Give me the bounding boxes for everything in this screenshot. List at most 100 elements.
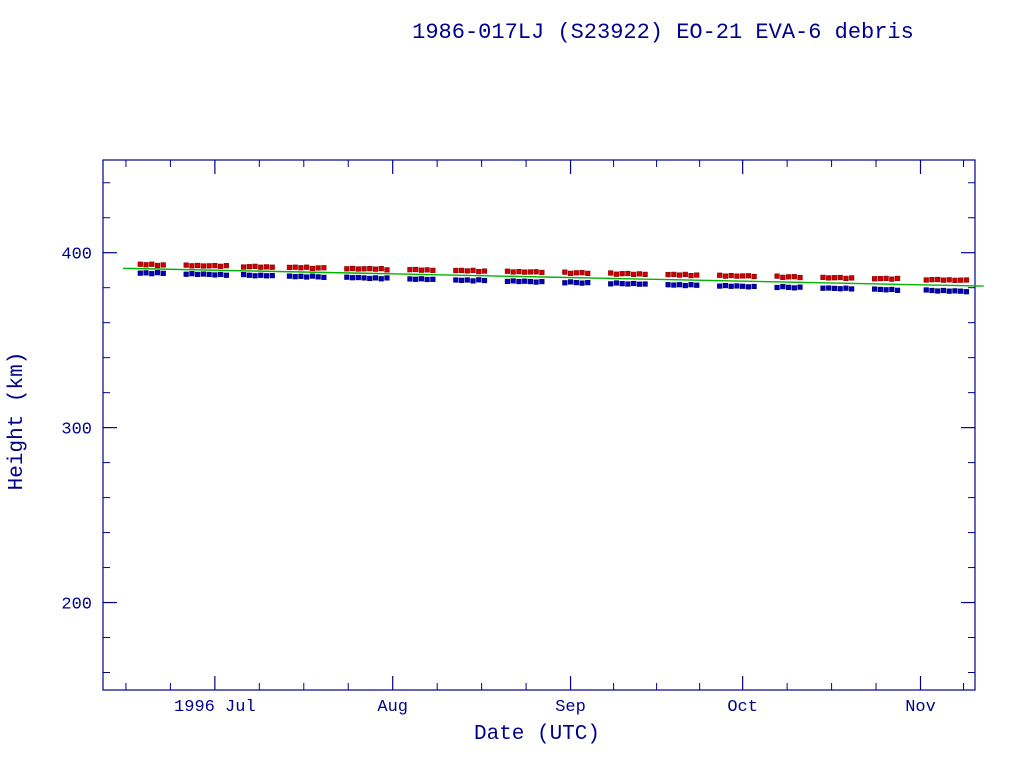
perigee-marker — [424, 276, 430, 283]
apogee-marker — [676, 272, 683, 278]
perigee-marker — [567, 279, 574, 285]
apogee-marker — [189, 263, 195, 269]
perigee-marker — [682, 282, 688, 289]
apogee-marker — [952, 277, 958, 283]
apogee-marker — [826, 275, 832, 281]
perigee-marker — [963, 289, 969, 295]
apogee-marker — [963, 277, 969, 283]
apogee-marker — [682, 271, 688, 277]
perigee-marker — [315, 274, 321, 280]
apogee-marker — [613, 271, 620, 277]
perigee-marker — [218, 271, 224, 277]
perigee-marker — [516, 278, 522, 285]
apogee-marker — [149, 261, 155, 267]
apogee-marker — [183, 262, 189, 268]
apogee-marker — [889, 276, 895, 282]
apogee-marker — [849, 275, 855, 281]
perigee-marker — [286, 273, 293, 279]
perigee-marker — [631, 280, 637, 287]
perigee-marker — [923, 287, 929, 293]
apogee-marker — [286, 264, 293, 270]
perigee-marker — [481, 277, 488, 284]
perigee-marker — [728, 283, 734, 289]
perigee-marker — [413, 276, 419, 282]
perigee-marker — [206, 271, 212, 277]
apogee-marker — [516, 268, 522, 275]
perigee-marker — [694, 282, 700, 288]
apogee-marker — [361, 266, 367, 272]
apogee-marker — [418, 267, 424, 273]
apogee-marker — [206, 263, 212, 269]
apogee-marker — [728, 273, 734, 279]
perigee-marker — [877, 286, 883, 293]
perigee-marker — [935, 288, 941, 294]
apogee-marker — [740, 273, 746, 279]
apogee-marker — [304, 264, 310, 270]
perigee-marker — [384, 275, 390, 281]
apogee-marker — [464, 268, 470, 274]
perigee-marker — [785, 284, 792, 290]
perigee-marker — [154, 270, 161, 276]
perigee-marker — [849, 286, 855, 292]
apogee-marker — [160, 262, 166, 268]
apogee-marker — [298, 265, 304, 271]
perigee-marker — [367, 275, 373, 282]
perigee-marker — [304, 274, 310, 280]
perigee-marker — [183, 271, 189, 277]
apogee-marker — [608, 270, 614, 276]
apogee-marker — [384, 267, 390, 273]
apogee-marker — [631, 271, 637, 277]
perigee-marker — [929, 287, 935, 294]
apogee-marker — [831, 275, 838, 281]
perigee-marker — [223, 272, 229, 278]
perigee-marker — [476, 277, 482, 283]
apogee-marker — [481, 268, 488, 274]
apogee-marker — [430, 267, 436, 273]
apogee-marker — [533, 269, 539, 275]
perigee-marker — [585, 280, 591, 286]
apogee-marker — [958, 277, 964, 283]
mean-height-fit-line — [123, 267, 984, 287]
apogee-marker — [263, 264, 270, 270]
perigee-marker — [780, 284, 786, 290]
apogee-marker — [642, 271, 648, 277]
x-tick-label: 1996 Jul — [174, 698, 256, 717]
apogee-marker — [745, 273, 751, 279]
apogee-marker — [240, 264, 247, 270]
perigee-marker — [470, 278, 476, 284]
apogee-marker — [413, 266, 419, 273]
perigee-marker — [797, 284, 803, 290]
perigee-marker — [579, 280, 585, 286]
perigee-marker — [722, 282, 729, 289]
apogee-marker — [688, 273, 694, 279]
apogee-marker — [504, 268, 511, 274]
apogee-marker — [585, 270, 591, 276]
apogee-marker — [734, 273, 740, 279]
perigee-marker — [872, 286, 878, 292]
perigee-marker — [149, 271, 155, 277]
apogee-marker — [751, 273, 757, 280]
apogee-marker — [636, 271, 642, 277]
perigee-marker — [831, 285, 838, 291]
apogee-marker — [785, 274, 792, 280]
apogee-marker — [292, 264, 298, 270]
perigee-marker — [430, 276, 436, 282]
y-tick-label: 200 — [61, 596, 92, 615]
apogee-marker — [367, 266, 373, 272]
apogee-marker — [218, 263, 224, 269]
apogee-marker — [872, 276, 878, 282]
apogee-marker — [717, 272, 723, 278]
perigee-marker — [453, 277, 459, 283]
y-tick-label: 300 — [61, 421, 92, 440]
perigee-marker — [625, 281, 631, 287]
perigee-marker — [958, 288, 964, 294]
plot-frame — [102, 159, 976, 691]
apogee-marker — [143, 262, 149, 268]
perigee-marker — [378, 276, 384, 282]
apogee-marker — [774, 273, 780, 279]
apogee-marker — [843, 275, 849, 282]
perigee-marker — [372, 275, 379, 281]
perigee-marker — [774, 284, 780, 291]
perigee-marker — [533, 279, 539, 285]
perigee-marker — [608, 281, 614, 287]
